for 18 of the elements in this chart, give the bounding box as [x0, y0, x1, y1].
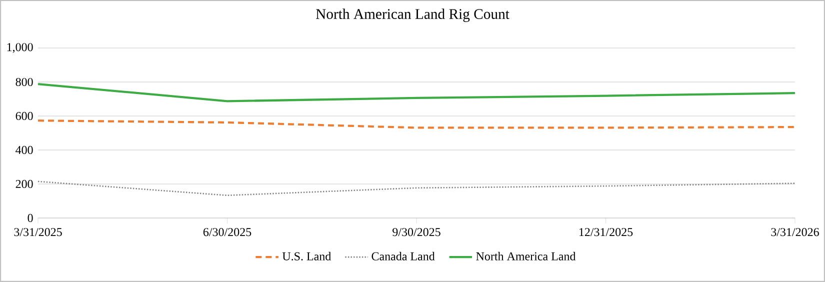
- x-tick-label: 3/31/2026: [771, 228, 819, 236]
- y-tick-label: 400: [16, 146, 33, 154]
- line-series: [36, 120, 796, 129]
- x-tick-label: 12/31/2025: [579, 228, 633, 236]
- x-tick-label: 9/30/2025: [392, 228, 440, 236]
- legend-label: Canada Land: [372, 252, 435, 260]
- x-tick-label: 3/31/2025: [14, 228, 62, 236]
- x-tick-label: 6/30/2025: [203, 228, 252, 236]
- y-tick-label: 600: [16, 112, 33, 120]
- legend-label: U.S. Land: [282, 252, 332, 260]
- y-tick-label: 1,000: [7, 43, 33, 53]
- legend-label: North America Land: [476, 252, 576, 260]
- y-tick-label: 800: [16, 78, 33, 86]
- line-series: [37, 180, 796, 196]
- y-tick-label: 0: [28, 214, 33, 222]
- chart-title: North American Land Rig Count: [316, 8, 510, 22]
- y-tick-label: 200: [16, 180, 33, 188]
- line-series: [36, 82, 796, 102]
